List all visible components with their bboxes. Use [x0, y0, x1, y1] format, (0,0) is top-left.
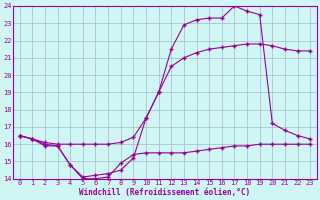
X-axis label: Windchill (Refroidissement éolien,°C): Windchill (Refroidissement éolien,°C)	[79, 188, 251, 197]
